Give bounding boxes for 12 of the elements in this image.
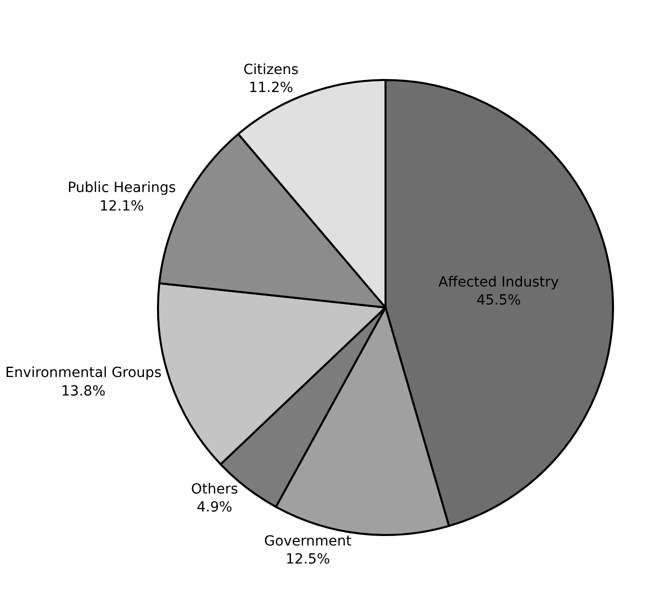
data-label: 45.5% bbox=[476, 292, 521, 308]
slice-label: Affected Industry bbox=[438, 274, 559, 290]
slice-label: Government bbox=[264, 533, 352, 550]
data-label: 11.2% bbox=[248, 80, 294, 96]
slice-label: Citizens bbox=[243, 62, 299, 78]
data-label: 12.1% bbox=[99, 198, 144, 214]
data-label: 13.8% bbox=[61, 383, 106, 400]
slice-label: Public Hearings bbox=[68, 180, 176, 196]
slice-label: Environmental Groups bbox=[5, 365, 162, 382]
slice-label: Others bbox=[191, 481, 238, 498]
data-label: 12.5% bbox=[286, 552, 330, 568]
data-label: 4.9% bbox=[196, 500, 232, 516]
